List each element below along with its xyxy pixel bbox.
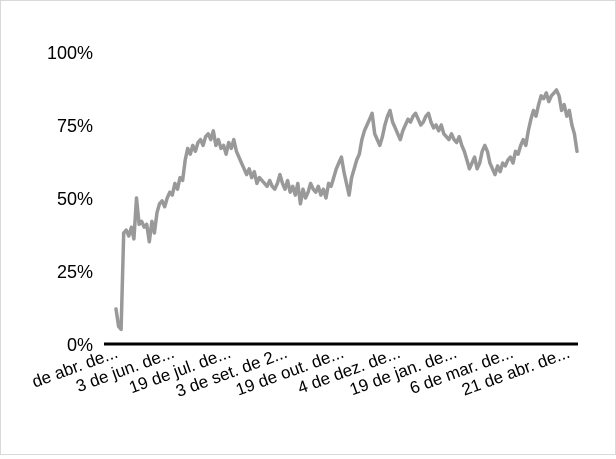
y-tick-label: 75% <box>57 116 93 136</box>
y-tick-label: 50% <box>57 189 93 209</box>
y-tick-label: 25% <box>57 262 93 282</box>
y-axis-ticks: 0% 25% 50% 75% 100% <box>47 43 93 355</box>
y-tick-label: 0% <box>67 335 93 355</box>
y-tick-label: 100% <box>47 43 93 63</box>
x-axis-ticks: de abr. de...3 de jun. de...19 de jul. d… <box>29 343 572 401</box>
series-line <box>114 88 579 332</box>
